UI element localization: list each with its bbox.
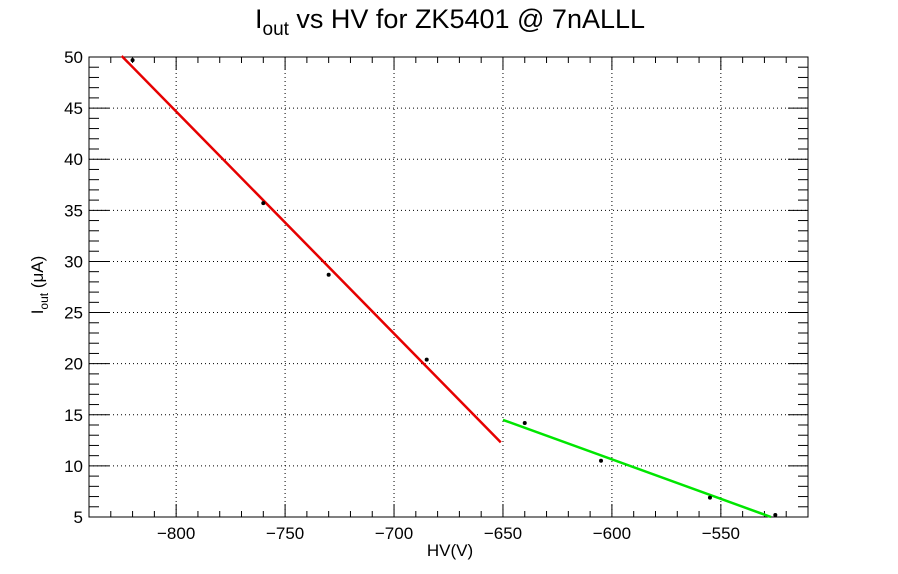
y-tick-label: 5 <box>74 508 83 527</box>
y-tick-label: 15 <box>64 406 83 425</box>
data-point <box>424 357 429 362</box>
data-point <box>326 272 331 277</box>
fit-lines <box>120 55 772 519</box>
x-tick-label: −800 <box>157 524 195 543</box>
fit-line <box>120 55 502 444</box>
data-point <box>707 495 712 500</box>
fit-line <box>502 418 772 519</box>
y-tick-label: 25 <box>64 304 83 323</box>
axis-ticks: −800 −750 −700 −650 −600 −550 5 10 15 20 25 30 35 40 4… <box>64 48 809 543</box>
y-axis-label: Iout (μA) <box>28 256 51 315</box>
y-tick-label: 20 <box>64 355 83 374</box>
x-tick-label: −700 <box>375 524 413 543</box>
x-tick-label: −550 <box>702 524 740 543</box>
plot-frame <box>88 56 809 518</box>
x-tick-label: −750 <box>266 524 304 543</box>
grid <box>89 57 808 517</box>
y-tick-label: 50 <box>64 48 83 67</box>
x-tick-label: −650 <box>484 524 522 543</box>
data-point <box>773 512 778 517</box>
x-tick-label: −600 <box>593 524 631 543</box>
chart-title: Iout vs HV for ZK5401 @ 7nALLL <box>255 4 645 40</box>
x-axis-label: HV(V) <box>427 541 473 560</box>
data-point <box>599 458 604 463</box>
data-point <box>522 420 527 425</box>
data-point <box>261 201 266 206</box>
data-point <box>130 58 135 63</box>
y-tick-label: 35 <box>64 201 83 220</box>
y-tick-label: 30 <box>64 252 83 271</box>
y-tick-label: 40 <box>64 150 83 169</box>
data-points <box>130 58 778 517</box>
y-tick-label: 10 <box>64 457 83 476</box>
y-tick-label: 45 <box>64 99 83 118</box>
